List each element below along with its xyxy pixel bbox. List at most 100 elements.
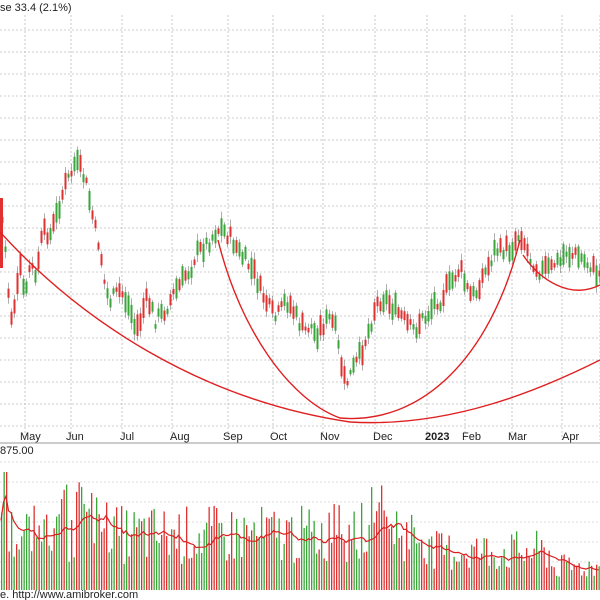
candle-body [202, 243, 205, 262]
volume-bar [243, 517, 245, 590]
candle-body [64, 172, 67, 190]
candle-body [364, 339, 367, 347]
x-tick-label: Oct [270, 431, 287, 443]
volume-bar [206, 522, 208, 590]
volume-bar [223, 536, 225, 590]
volume-bar [571, 569, 573, 590]
candle-body [67, 173, 70, 178]
candle-body [34, 270, 37, 283]
volume-bar [358, 558, 360, 590]
candle-body [400, 310, 403, 319]
volume-bar [381, 485, 383, 590]
candle-body [280, 301, 283, 308]
volume-bar [98, 514, 100, 590]
volume-bar [33, 505, 35, 590]
candle-body [553, 263, 556, 268]
candle-body [22, 278, 25, 295]
volume-bar [448, 535, 450, 590]
candle-body [85, 177, 88, 184]
volume-bar [31, 551, 33, 590]
volume-bar [578, 563, 580, 590]
volume-bar [208, 506, 210, 590]
candle-body [547, 257, 550, 274]
volume-bar [293, 562, 295, 590]
candle-body [442, 290, 445, 306]
candle-body [226, 235, 229, 245]
volume-bar [181, 563, 183, 590]
volume-bar [298, 557, 300, 590]
candle-body [427, 310, 430, 322]
footer-text: e. http://www.amibroker.com [0, 589, 138, 600]
candle-body [526, 243, 529, 257]
candle-body [592, 255, 595, 273]
candle-body [40, 230, 43, 243]
candle-body [235, 240, 238, 253]
volume-bar [258, 536, 260, 590]
volume-bar [596, 564, 598, 590]
candle-body [346, 380, 349, 386]
candle-body [175, 278, 178, 299]
volume-bar [441, 533, 443, 590]
candle-body [295, 305, 298, 318]
x-tick-label: Jun [66, 431, 84, 443]
volume-bar [218, 522, 220, 590]
volume-bar [538, 550, 540, 590]
x-axis-tick-labels: May Jun Jul Aug Sep Oct Nov Dec 2023 Feb Mar Apr [20, 431, 579, 443]
candle-body [241, 251, 244, 265]
volume-bar [3, 472, 5, 590]
volume-bar [116, 507, 118, 590]
candle-body [136, 314, 139, 336]
candle-body [385, 290, 388, 305]
volume-bar [333, 504, 335, 590]
candle-body [187, 271, 190, 280]
candle-body [94, 219, 97, 228]
volume-bar [336, 535, 338, 590]
candle-body [337, 340, 340, 349]
candle-body [16, 273, 19, 294]
candle-body [127, 295, 130, 316]
volume-bar [93, 543, 95, 590]
volume-bar [468, 567, 470, 590]
candle-body [286, 302, 289, 313]
volume-bar [136, 527, 138, 590]
candle-body [544, 256, 547, 274]
candle-body [361, 345, 364, 366]
volume-bar [568, 557, 570, 590]
volume-bar [51, 550, 53, 590]
volume-bar [328, 512, 330, 590]
candle-body [460, 260, 463, 272]
volume-bar [221, 523, 223, 590]
volume-bar [178, 514, 180, 590]
candle-body [556, 252, 559, 265]
candle-body [343, 366, 346, 384]
volume-label: 875.00 [0, 445, 34, 457]
volume-bar [166, 536, 168, 590]
candle-body [355, 356, 358, 363]
volume-bar [118, 535, 120, 590]
candle-body [199, 241, 202, 252]
volume-bar [508, 567, 510, 590]
volume-bar [191, 557, 193, 590]
volume-bar [398, 537, 400, 590]
volume-bar [556, 575, 558, 590]
volume-bar [316, 553, 318, 590]
candle-body [316, 328, 319, 350]
volume-bar [46, 514, 48, 590]
candle-body [115, 287, 118, 292]
candle-body [181, 266, 184, 286]
volume-bar [533, 548, 535, 590]
volume-bar [21, 536, 23, 590]
volume-bar [246, 525, 248, 590]
volume-bar [363, 552, 365, 590]
volume-bar [473, 546, 475, 590]
candle-body [184, 270, 187, 281]
candle-body [238, 242, 241, 257]
price-candles [0, 146, 600, 390]
volume-bar [451, 569, 453, 590]
candle-body [112, 288, 115, 294]
volume-bar [156, 540, 158, 590]
volume-bar [143, 518, 145, 590]
volume-bar [421, 539, 423, 590]
candle-body [160, 303, 163, 319]
candle-body [25, 281, 28, 294]
